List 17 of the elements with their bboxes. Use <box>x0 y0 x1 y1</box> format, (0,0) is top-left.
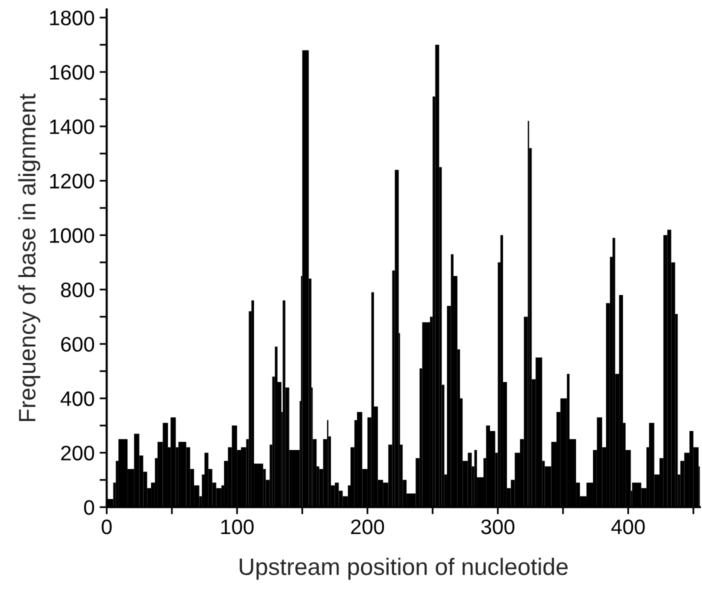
y-tick-label: 400 <box>60 391 94 406</box>
y-tick-label: 1800 <box>50 10 94 26</box>
x-tick-label: 100 <box>221 519 254 534</box>
x-tick-label: 400 <box>611 519 645 534</box>
x-axis-title: Upstream position of nucleotide <box>240 558 568 580</box>
y-tick-label: 600 <box>61 336 94 352</box>
y-tick-label: 1200 <box>50 174 94 189</box>
x-tick-label: 200 <box>351 519 384 534</box>
y-tick-label: 200 <box>61 446 94 460</box>
y-tick-label: 1000 <box>50 228 94 243</box>
y-tick-label: 800 <box>61 282 94 298</box>
y-axis-title: Frequency of base in alignment <box>18 94 40 422</box>
x-tick-label: 300 <box>481 519 514 534</box>
y-tick-label: 1400 <box>50 119 94 134</box>
x-tick-label: 0 <box>102 519 112 534</box>
y-tick-label: 1600 <box>50 64 94 80</box>
y-tick-label: 0 <box>84 500 94 515</box>
